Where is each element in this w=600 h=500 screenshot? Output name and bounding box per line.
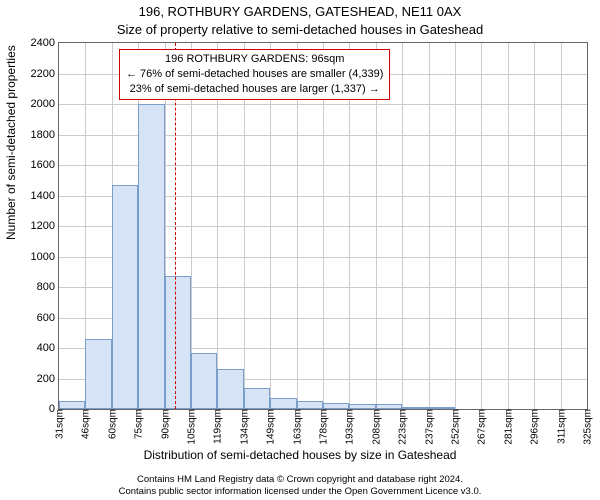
histogram-bar [112,185,138,409]
gridline-v [402,43,403,409]
gridline-v [534,43,535,409]
histogram-bar [376,404,402,409]
x-tick: 31sqm [53,409,66,439]
gridline-v [481,43,482,409]
license-text: Contains HM Land Registry data © Crown c… [0,474,600,498]
histogram-bar [59,401,85,409]
x-tick: 134sqm [237,409,250,445]
x-tick: 163sqm [290,409,303,445]
chart-area: 0200400600800100012001400160018002000220… [58,42,588,410]
license-line-1: Contains HM Land Registry data © Crown c… [0,474,600,486]
histogram-bar [85,339,111,409]
gridline-v [561,43,562,409]
histogram-bar [138,104,164,409]
y-tick: 600 [37,312,59,324]
gridline-v [508,43,509,409]
x-tick: 311sqm [554,409,567,444]
y-tick: 200 [37,373,59,385]
y-tick: 2000 [31,98,59,110]
anno-line-2: ← 76% of semi-detached houses are smalle… [126,67,383,82]
y-tick: 1800 [31,129,59,141]
x-tick: 325sqm [581,409,594,445]
y-tick: 1600 [31,159,59,171]
histogram-bar [217,369,243,409]
x-tick: 296sqm [528,409,541,445]
y-tick: 400 [37,342,59,354]
reference-annotation: 196 ROTHBURY GARDENS: 96sqm ← 76% of sem… [119,49,390,100]
title-line-2: Size of property relative to semi-detach… [0,22,600,37]
x-axis-label: Distribution of semi-detached houses by … [0,448,600,462]
histogram-bar [165,276,191,409]
x-tick: 208sqm [369,409,382,445]
histogram-bar [323,403,349,409]
x-tick: 90sqm [158,409,171,439]
x-tick: 60sqm [105,409,118,439]
x-tick: 75sqm [132,409,145,439]
gridline-v [429,43,430,409]
license-line-2: Contains public sector information licen… [0,486,600,498]
title-line-1: 196, ROTHBURY GARDENS, GATESHEAD, NE11 0… [0,4,600,19]
histogram-bar [429,407,455,409]
x-tick: 149sqm [264,409,277,445]
gridline-v [455,43,456,409]
x-tick: 178sqm [317,409,330,445]
anno-line-1: 196 ROTHBURY GARDENS: 96sqm [126,52,383,67]
x-tick: 267sqm [475,409,488,445]
histogram-bar [402,407,428,409]
y-tick: 2200 [31,68,59,80]
y-tick: 2400 [31,37,59,49]
x-tick: 193sqm [343,409,356,445]
x-tick: 46sqm [79,409,92,439]
y-tick: 1200 [31,220,59,232]
histogram-bar [297,401,323,409]
histogram-bar [270,398,296,409]
y-tick: 1400 [31,190,59,202]
anno-line-3: 23% of semi-detached houses are larger (… [126,82,383,97]
histogram-bar [349,404,375,409]
x-tick: 105sqm [185,409,198,445]
y-axis-label: Number of semi-detached properties [4,45,18,240]
x-tick: 223sqm [396,409,409,445]
x-tick: 119sqm [211,409,224,444]
x-tick: 281sqm [501,409,514,445]
y-tick: 800 [37,281,59,293]
y-tick: 1000 [31,251,59,263]
x-tick: 252sqm [449,409,462,445]
histogram-bar [191,353,217,409]
histogram-bar [244,388,270,409]
x-tick: 237sqm [422,409,435,445]
